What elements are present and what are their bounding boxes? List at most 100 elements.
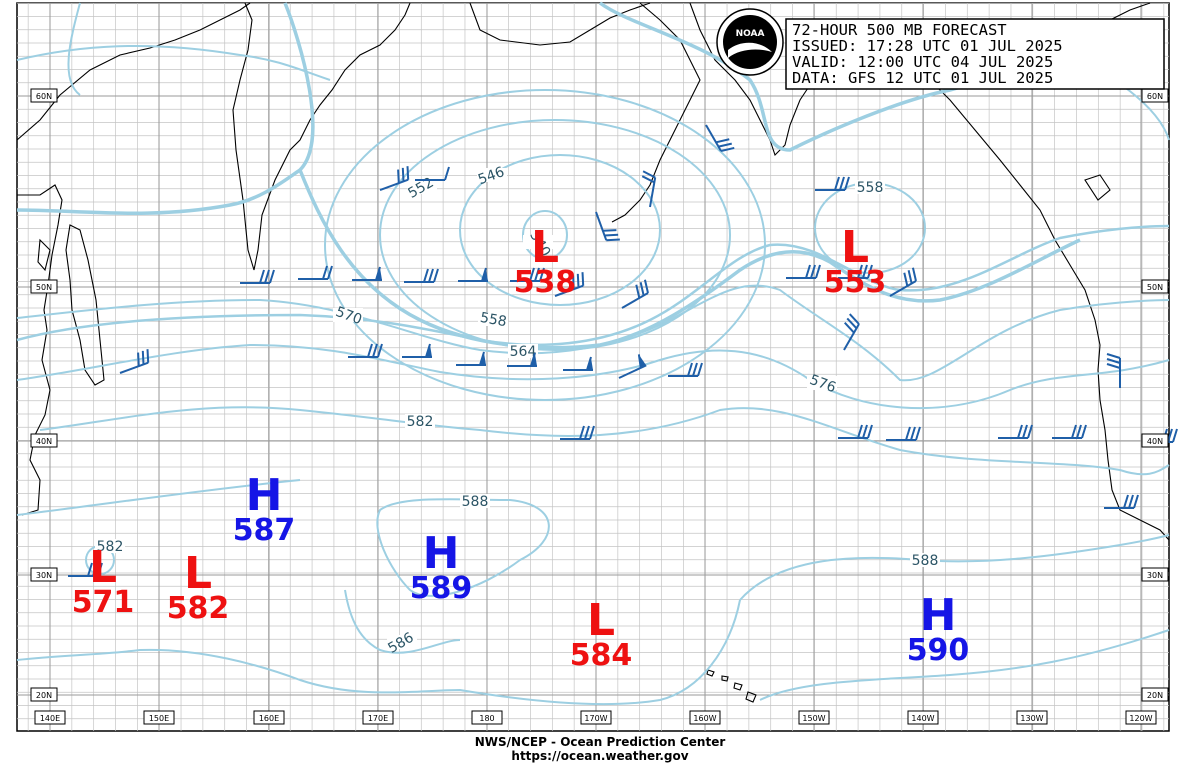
- lat-label: 50N: [1147, 283, 1163, 292]
- wind-barb: [404, 268, 439, 283]
- wind-barb: [705, 124, 735, 152]
- contour-label: 582: [97, 539, 124, 555]
- wind-barb: [886, 426, 921, 441]
- wind-barb: [1106, 353, 1121, 388]
- header-valid: VALID: 12:00 UTC 04 JUL 2025: [792, 53, 1053, 71]
- wind-barb: [1052, 424, 1087, 439]
- lon-label: 170W: [584, 714, 607, 723]
- wind-barb: [379, 166, 410, 191]
- center-letter: L: [531, 222, 559, 273]
- contour-label: 558: [857, 180, 884, 196]
- wind-barb: [458, 267, 488, 282]
- lon-label: 120W: [1129, 714, 1152, 723]
- lon-label: 160E: [259, 714, 279, 723]
- wind-barb: [560, 425, 595, 440]
- contour-label: 582: [407, 414, 434, 430]
- center-value: 553: [824, 265, 887, 300]
- center-letter: H: [423, 528, 460, 579]
- wind-barb: [641, 170, 657, 208]
- coastlines: [16, 2, 1170, 703]
- center-value: 590: [907, 633, 970, 668]
- contour-label: 558: [479, 310, 508, 330]
- wind-barb: [668, 362, 703, 377]
- wind-barb: [838, 264, 873, 279]
- lon-label: 170E: [368, 714, 388, 723]
- lon-label: 150E: [149, 714, 169, 723]
- lon-label: 160W: [693, 714, 716, 723]
- wind-barb: [240, 269, 275, 284]
- contour-label: 564: [510, 344, 537, 360]
- wind-barb: [298, 265, 333, 280]
- wind-barb: [348, 343, 383, 358]
- wind-barb: [563, 356, 593, 371]
- lon-label: 140E: [40, 714, 60, 723]
- header-title: 72-HOUR 500 MB FORECAST: [792, 21, 1007, 39]
- wind-barbs: [68, 124, 1178, 577]
- wind-barb: [456, 351, 486, 366]
- wind-barb: [510, 267, 545, 282]
- logo-text: NOAA: [736, 29, 765, 39]
- lon-label: 150W: [802, 714, 825, 723]
- wind-barb: [786, 264, 821, 279]
- center-letter: L: [184, 548, 212, 599]
- wind-barb: [1104, 494, 1139, 509]
- wind-barb: [595, 211, 620, 242]
- lat-label: 30N: [1147, 571, 1163, 580]
- wind-barb: [621, 279, 649, 309]
- lon-label: 140W: [911, 714, 934, 723]
- height-contours: [16, 1, 1170, 706]
- header-issued: ISSUED: 17:28 UTC 01 JUL 2025: [792, 37, 1063, 55]
- center-letter: L: [841, 222, 869, 273]
- wind-barb: [843, 313, 860, 351]
- lat-label: 30N: [36, 571, 52, 580]
- contour-label: 588: [462, 494, 489, 510]
- lat-label: 60N: [36, 92, 52, 101]
- wind-barb: [352, 266, 382, 281]
- contour-label: 588: [912, 553, 939, 569]
- center-letter: L: [89, 542, 117, 593]
- longitude-labels: 140E 150E 160E 170E 180 170W 160W 150W 140W 130W 1…: [34, 710, 1157, 725]
- wind-barb: [889, 267, 917, 297]
- center-value: 582: [167, 591, 230, 626]
- center-value: 589: [410, 571, 473, 606]
- wind-barb: [415, 166, 450, 181]
- wind-barb: [119, 349, 150, 374]
- wind-barb: [618, 354, 647, 379]
- lat-label: 20N: [36, 691, 52, 700]
- center-value: 587: [233, 513, 296, 548]
- forecast-header: 72-HOUR 500 MB FORECAST ISSUED: 17:28 UT…: [785, 18, 1165, 90]
- header-data: DATA: GFS 12 UTC 01 JUL 2025: [792, 69, 1053, 87]
- latitude-labels: 60N 60N 50N 50N 40N 40N 30N 30N 20N 20N: [30, 88, 1169, 702]
- center-value: 571: [72, 585, 135, 620]
- lat-label: 50N: [36, 283, 52, 292]
- lat-label: 40N: [1147, 437, 1163, 446]
- wind-barb: [998, 424, 1033, 439]
- footer-url: https://ocean.weather.gov: [511, 749, 688, 763]
- lon-label: 180: [479, 714, 494, 723]
- wind-barb: [507, 352, 537, 367]
- wind-barb: [402, 343, 432, 358]
- center-letter: H: [246, 470, 283, 521]
- wind-barb: [838, 424, 873, 439]
- wind-barb: [554, 272, 585, 297]
- wind-barb: [815, 176, 850, 191]
- lon-label: 130W: [1020, 714, 1043, 723]
- lat-label: 20N: [1147, 691, 1163, 700]
- lat-label: 40N: [36, 437, 52, 446]
- lat-label: 60N: [1147, 92, 1163, 101]
- center-letter: H: [920, 590, 957, 641]
- noaa-emblem-icon: NOAA: [716, 8, 784, 76]
- wind-barb: [68, 562, 103, 577]
- center-value: 584: [570, 638, 633, 673]
- center-letter: L: [587, 595, 615, 646]
